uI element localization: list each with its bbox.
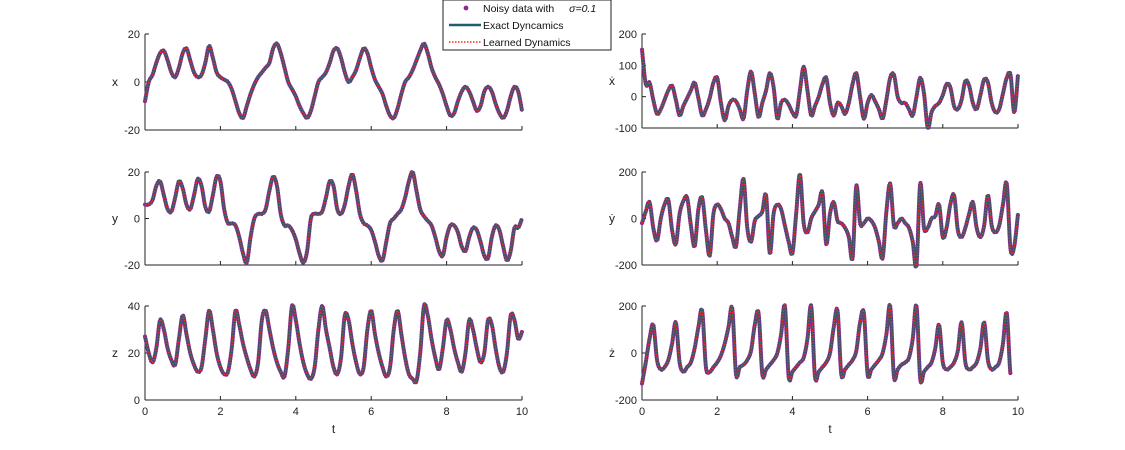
y-tick-label-xdot: -100 <box>615 123 637 135</box>
series-learned-ydot <box>641 173 1019 268</box>
y-tick-label-ydot: 200 <box>619 167 637 179</box>
legend-label-learned: Learned Dynamics <box>483 37 571 49</box>
y-tick-label-x: -20 <box>124 125 140 137</box>
x-tick-label-z: 8 <box>444 406 450 418</box>
panel-z: 0 20 40 0 2 4 6 8 10 z t <box>112 301 528 436</box>
y-axis-label-x: x <box>112 75 118 89</box>
x-tick-label-z: 0 <box>142 406 148 418</box>
legend: Noisy data with σ=0.1 Exact Dyncamics Le… <box>442 0 612 51</box>
series-noisy-x <box>142 41 525 121</box>
y-axis-label-ydot: ẏ <box>609 212 615 226</box>
x-tick-label-zdot: 0 <box>639 406 645 418</box>
y-axis-label-zdot: ż <box>609 346 615 360</box>
y-tick-label-z: 40 <box>128 301 140 313</box>
panel-y: -20 0 20 y <box>112 167 525 272</box>
x-tick-label-z: 2 <box>217 406 223 418</box>
x-tick-label-zdot: 2 <box>714 406 720 418</box>
x-axis-label-zdot: t <box>828 422 832 436</box>
y-tick-label-x: 20 <box>128 29 140 41</box>
x-tick-label-z: 6 <box>368 406 374 418</box>
y-axis-label-xdot: ẋ <box>609 74 615 88</box>
x-tick-label-zdot: 8 <box>940 406 946 418</box>
y-tick-label-ydot: -200 <box>615 260 637 272</box>
x-tick-label-zdot: 4 <box>789 406 795 418</box>
series-learned-z <box>144 303 523 384</box>
y-tick-label-x: 0 <box>134 77 140 89</box>
legend-label-noisy-pre: Noisy data with <box>483 3 554 15</box>
series-learned-zdot <box>641 304 1012 384</box>
y-tick-label-z: 0 <box>134 395 140 407</box>
y-tick-label-xdot: 100 <box>619 60 637 72</box>
legend-marker-noisy <box>463 5 469 11</box>
x-tick-label-z: 10 <box>516 406 528 418</box>
legend-label-noisy: Noisy data with σ=0.1 <box>483 3 596 15</box>
y-axis-label-z: z <box>112 346 118 360</box>
series-noisy-xdot <box>639 47 1021 131</box>
y-tick-label-ydot: 0 <box>631 214 637 226</box>
y-tick-label-xdot: 200 <box>619 29 637 41</box>
panel-xdot: -100 0 100 200 ẋ <box>609 29 1021 135</box>
y-tick-label-y: 0 <box>134 214 140 226</box>
panel-ydot: -200 0 200 ẏ <box>609 167 1021 272</box>
y-tick-label-zdot: -200 <box>615 395 637 407</box>
y-tick-label-z: 20 <box>128 348 140 360</box>
series-exact-ydot <box>640 173 1020 269</box>
x-tick-label-z: 4 <box>293 406 299 418</box>
y-tick-label-xdot: 0 <box>631 92 637 104</box>
x-tick-label-zdot: 6 <box>865 406 871 418</box>
series-exact-y <box>144 170 524 265</box>
series-learned-x <box>144 42 523 120</box>
y-tick-label-y: -20 <box>124 260 140 272</box>
series-noisy-zdot <box>639 302 1013 386</box>
series-learned-xdot <box>641 49 1019 130</box>
panel-x: -20 0 20 x <box>112 29 525 137</box>
y-tick-label-zdot: 200 <box>619 301 637 313</box>
legend-label-exact: Exact Dyncamics <box>483 20 564 32</box>
x-tick-label-zdot: 10 <box>1012 406 1024 418</box>
y-tick-label-y: 20 <box>128 167 140 179</box>
legend-label-noisy-sigma: σ=0.1 <box>569 3 596 15</box>
y-axis-label-y: y <box>112 212 118 226</box>
y-tick-label-zdot: 0 <box>631 348 637 360</box>
x-axis-label-z: t <box>332 422 336 436</box>
